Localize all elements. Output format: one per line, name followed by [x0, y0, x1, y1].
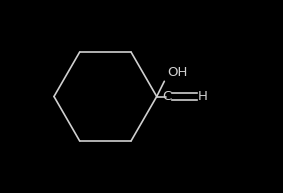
Text: H: H: [198, 90, 208, 103]
Text: OH: OH: [167, 66, 188, 79]
Text: C: C: [162, 90, 172, 103]
